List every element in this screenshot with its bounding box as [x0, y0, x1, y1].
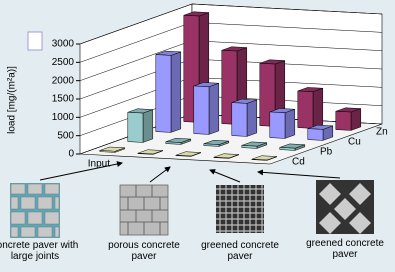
- bar: [298, 91, 313, 128]
- bar: [280, 147, 295, 150]
- bar: [270, 112, 285, 138]
- image-porous: [120, 185, 168, 235]
- bar-side: [351, 109, 361, 131]
- series-label: Cd: [292, 157, 305, 168]
- series-label: Zn: [376, 127, 388, 138]
- decor-box: [28, 32, 42, 50]
- bar-side: [313, 88, 323, 128]
- x-tick-label: Input: [88, 159, 110, 170]
- bar: [156, 55, 171, 133]
- page: {"chart_data": {"type": "bar3d", "y_labe…: [0, 0, 395, 272]
- y-axis-label: load [mg/(m²a)]: [7, 66, 18, 134]
- y-tick-label: 500: [57, 130, 74, 141]
- bar: [232, 103, 247, 137]
- image-greened-grid: [216, 185, 264, 233]
- bar-side: [209, 83, 219, 134]
- y-tick-label: 0: [68, 149, 74, 160]
- bar: [308, 129, 323, 141]
- category-label: porous concrete paver: [96, 240, 192, 262]
- y-tick-label: 1000: [52, 112, 75, 123]
- bar-side: [143, 110, 153, 143]
- y-tick-label: 1500: [52, 94, 75, 105]
- bar-side: [285, 109, 295, 138]
- category-label: greened concrete paver: [297, 238, 393, 260]
- bar: [336, 111, 351, 130]
- y-tick-label: 2000: [52, 75, 75, 86]
- bar: [194, 86, 209, 134]
- bar: [128, 112, 143, 142]
- y-tick-label: 3000: [52, 39, 75, 50]
- bar: [242, 145, 257, 148]
- bar-side: [171, 52, 181, 132]
- series-label: Pb: [320, 147, 333, 158]
- image-large-joints: [10, 183, 60, 238]
- category-label: concrete paver with large joints: [0, 240, 83, 262]
- image-greened-diamond: [316, 180, 374, 234]
- category-label: greened concrete paver: [192, 240, 288, 262]
- y-tick-label: 2500: [52, 57, 75, 68]
- bar-side: [247, 100, 257, 136]
- series-label: Cu: [348, 137, 361, 148]
- chart: load [mg/(m²a)]: [0, 0, 395, 272]
